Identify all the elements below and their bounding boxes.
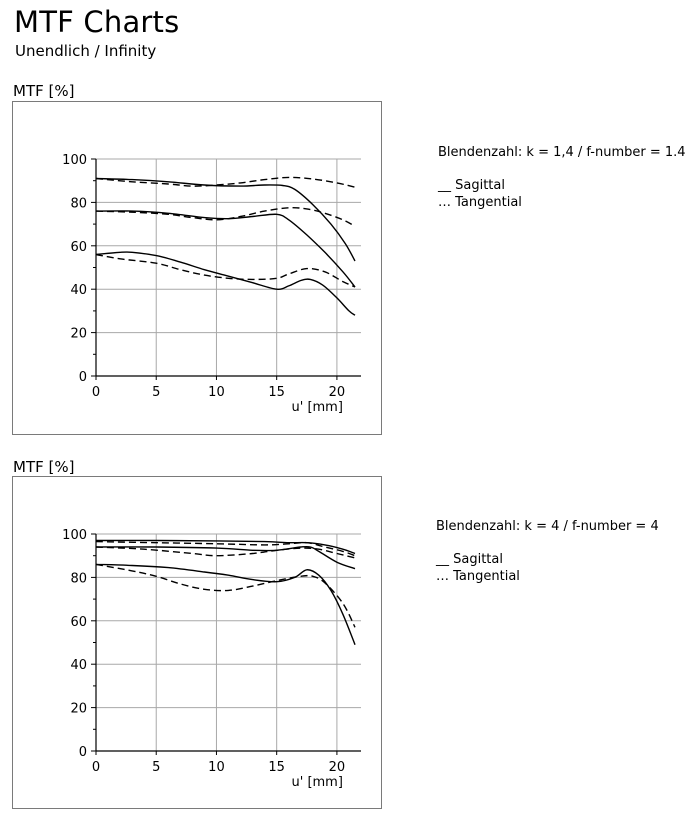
- x-tick-label: 20: [329, 760, 346, 775]
- sagittal-series-line: [95, 545, 356, 570]
- y-tick-label: 20: [70, 327, 87, 342]
- x-tick-label: 15: [268, 760, 285, 775]
- chart-1-info: Blendenzahl: k = 1,4 / f-number = 1.4 __…: [438, 144, 686, 211]
- y-tick-label: 0: [79, 745, 87, 760]
- chart-2-ylabel: MTF [%]: [13, 458, 75, 476]
- chart-1-frame: 0 20 40 60 80 100 0 5 10 15 20 u' [mm]: [12, 101, 382, 435]
- x-tick-label: 0: [92, 385, 100, 400]
- y-tick-label: 0: [79, 370, 87, 385]
- sagittal-series-line: [95, 210, 356, 288]
- x-axis-label: u' [mm]: [292, 400, 343, 415]
- x-tick-label: 15: [268, 385, 285, 400]
- chart-1-annotation: Blendenzahl: k = 1,4 / f-number = 1.4: [438, 145, 686, 160]
- chart-1-ylabel: MTF [%]: [13, 82, 75, 100]
- x-axis-label: u' [mm]: [292, 775, 343, 790]
- y-tick-label: 20: [70, 702, 87, 717]
- x-tick-label: 20: [329, 385, 346, 400]
- y-tick-label: 40: [70, 658, 87, 673]
- x-tick-label: 5: [152, 385, 160, 400]
- sagittal-series-line: [95, 251, 356, 316]
- chart-2-frame: 0 20 40 60 80 100 0 5 10 15 20 u' [mm]: [12, 476, 382, 809]
- chart-2-info: Blendenzahl: k = 4 / f-number = 4 __ Sag…: [436, 518, 659, 585]
- y-tick-label: 60: [70, 240, 87, 255]
- y-tick-label: 60: [70, 615, 87, 630]
- tangential-series-line: [95, 253, 356, 288]
- sagittal-series-line: [95, 539, 356, 555]
- y-tick-label: 80: [70, 196, 87, 211]
- y-tick-label: 40: [70, 283, 87, 298]
- sagittal-series-line: [95, 177, 356, 262]
- x-tick-label: 10: [208, 385, 225, 400]
- x-tick-label: 0: [92, 760, 100, 775]
- tangential-series-line: [95, 546, 356, 559]
- page-subtitle: Unendlich / Infinity: [15, 42, 157, 60]
- x-tick-label: 10: [208, 760, 225, 775]
- chart-2-legend-sagittal: __ Sagittal: [436, 552, 503, 567]
- y-tick-label: 80: [70, 571, 87, 586]
- chart-2-annotation: Blendenzahl: k = 4 / f-number = 4: [436, 519, 659, 534]
- y-tick-label: 100: [62, 153, 87, 168]
- y-tick-label: 100: [62, 528, 87, 543]
- chart-2-legend-tangential: … Tangential: [436, 569, 520, 584]
- tangential-series-line: [95, 563, 356, 628]
- tangential-series-line: [95, 176, 356, 188]
- chart-1-legend-tangential: … Tangential: [438, 195, 522, 210]
- tangential-series-line: [95, 540, 356, 557]
- chart-1-legend-sagittal: __ Sagittal: [438, 178, 505, 193]
- tangential-series-line: [95, 207, 356, 227]
- sagittal-series-line: [95, 563, 356, 645]
- x-tick-label: 5: [152, 760, 160, 775]
- page-title: MTF Charts: [14, 5, 180, 39]
